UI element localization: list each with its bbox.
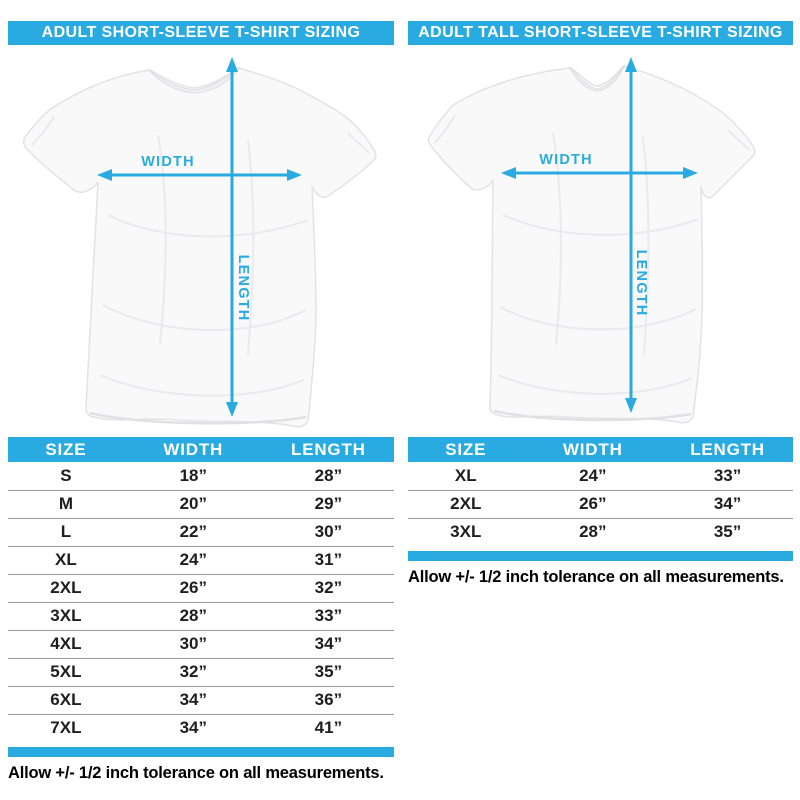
cell-length: 34” (662, 489, 793, 518)
cell-width: 20” (123, 489, 263, 518)
table-header-row: SIZE WIDTH LENGTH (408, 437, 793, 462)
shirt-diagram-tall: WIDTH LENGTH (408, 45, 793, 437)
shirt-diagram-regular: WIDTH LENGTH (8, 45, 394, 437)
cell-size: 2XL (408, 489, 524, 518)
shirt-illustration: WIDTH LENGTH (428, 57, 756, 424)
panel-adult-tall: ADULT TALL SHORT-SLEEVE T-SHIRT SIZING (400, 0, 800, 783)
cell-size: 4XL (8, 629, 124, 658)
cell-size: L (8, 517, 124, 546)
table-row: 2XL 26” 34” (408, 489, 793, 518)
arrow-left-icon (501, 167, 516, 179)
shirt-wrinkles (434, 114, 750, 422)
cell-length: 33” (713, 465, 742, 485)
shirt-illustration: WIDTH LENGTH (23, 57, 377, 428)
cell-length: 34” (262, 629, 394, 658)
table-row: 6XL 34” 36” (8, 685, 394, 714)
arrow-down-icon (226, 402, 238, 417)
size-table-tall: SIZE WIDTH LENGTH XL 24” 33” 2XL 26” (408, 437, 793, 546)
cell-width: 34” (123, 713, 263, 742)
cell-length: 36” (262, 685, 394, 714)
cell-size: 7XL (8, 713, 124, 742)
cell-size: S (60, 465, 72, 485)
arrow-right-icon (287, 169, 302, 181)
cell-length: 31” (262, 545, 394, 574)
cell-width: 26” (523, 489, 663, 518)
panel-title-regular: ADULT SHORT-SLEEVE T-SHIRT SIZING (8, 21, 394, 45)
cell-size: 2XL (8, 573, 124, 602)
arrow-up-icon (226, 57, 238, 72)
table-row: 2XL 26” 32” (8, 573, 394, 602)
table-row: 3XL 28” 35” (408, 517, 793, 546)
cell-width: 34” (123, 685, 263, 714)
table-row: S 18” 28” (8, 462, 394, 490)
header-length: LENGTH (262, 437, 394, 462)
table-header-row: SIZE WIDTH LENGTH (8, 437, 394, 462)
length-arrow (226, 57, 238, 417)
table-row: 3XL 28” 33” (8, 601, 394, 630)
cell-width: 28” (523, 517, 663, 546)
cell-length: 35” (262, 657, 394, 686)
length-arrow (625, 57, 637, 413)
header-width: WIDTH (123, 437, 263, 462)
cell-width: 24” (123, 545, 263, 574)
cell-width: 22” (123, 517, 263, 546)
table-row: XL 24” 31” (8, 545, 394, 574)
arrow-right-icon (683, 167, 698, 179)
tolerance-note: Allow +/- 1/2 inch tolerance on all meas… (8, 764, 384, 782)
shirt-wrinkles (31, 116, 370, 425)
cell-length: 30” (262, 517, 394, 546)
cell-size: M (8, 489, 124, 518)
shirt-outline (428, 65, 756, 424)
width-arrow (501, 167, 698, 179)
length-label: LENGTH (633, 250, 649, 317)
header-size: SIZE (8, 437, 124, 462)
width-label: WIDTH (539, 152, 593, 168)
panel-title-tall: ADULT TALL SHORT-SLEEVE T-SHIRT SIZING (408, 21, 793, 45)
table-row: M 20” 29” (8, 489, 394, 518)
table-row: L 22” 30” (8, 517, 394, 546)
panel-adult-regular: ADULT SHORT-SLEEVE T-SHIRT SIZING (0, 0, 400, 783)
cell-length: 33” (262, 601, 394, 630)
cell-length: 28” (314, 465, 343, 485)
cell-length: 35” (662, 517, 793, 546)
cell-size: XL (8, 545, 124, 574)
cell-length: 29” (262, 489, 394, 518)
cell-size: 5XL (8, 657, 124, 686)
cell-width: 32” (123, 657, 263, 686)
cell-width: 18” (179, 465, 207, 485)
header-size: SIZE (408, 437, 524, 462)
cell-size: 3XL (8, 601, 124, 630)
cell-length: 41” (262, 713, 394, 742)
size-table-body: XL 24” 33” 2XL 26” 34” 3XL 28” 35” (408, 462, 793, 546)
table-row: XL 24” 33” (408, 462, 793, 490)
cell-size: 3XL (408, 517, 524, 546)
width-label: WIDTH (141, 154, 195, 170)
table-row: 4XL 30” 34” (8, 629, 394, 658)
width-arrow (97, 169, 302, 181)
shirt-outline (23, 67, 377, 428)
cell-size: XL (454, 465, 477, 485)
arrow-down-icon (625, 398, 637, 413)
cell-size: 6XL (8, 685, 124, 714)
size-table-body: S 18” 28” M 20” 29” L 22” 30” (8, 462, 394, 742)
table-row: 5XL 32” 35” (8, 657, 394, 686)
arrow-up-icon (625, 57, 637, 72)
divider-bar (408, 551, 793, 561)
cell-width: 30” (123, 629, 263, 658)
divider-bar (8, 747, 394, 757)
cell-length: 32” (262, 573, 394, 602)
cell-width: 28” (123, 601, 263, 630)
cell-width: 26” (123, 573, 263, 602)
header-width: WIDTH (523, 437, 663, 462)
cell-width: 24” (579, 465, 607, 485)
length-label: LENGTH (235, 255, 251, 322)
collar (147, 66, 241, 94)
collar (568, 64, 626, 92)
header-length: LENGTH (662, 437, 793, 462)
table-row: 7XL 34” 41” (8, 713, 394, 742)
tolerance-note: Allow +/- 1/2 inch tolerance on all meas… (408, 568, 784, 586)
sizing-charts: ADULT SHORT-SLEEVE T-SHIRT SIZING (0, 0, 800, 783)
size-table-regular: SIZE WIDTH LENGTH S 18” 28” M 20” (8, 437, 394, 742)
arrow-left-icon (97, 169, 112, 181)
